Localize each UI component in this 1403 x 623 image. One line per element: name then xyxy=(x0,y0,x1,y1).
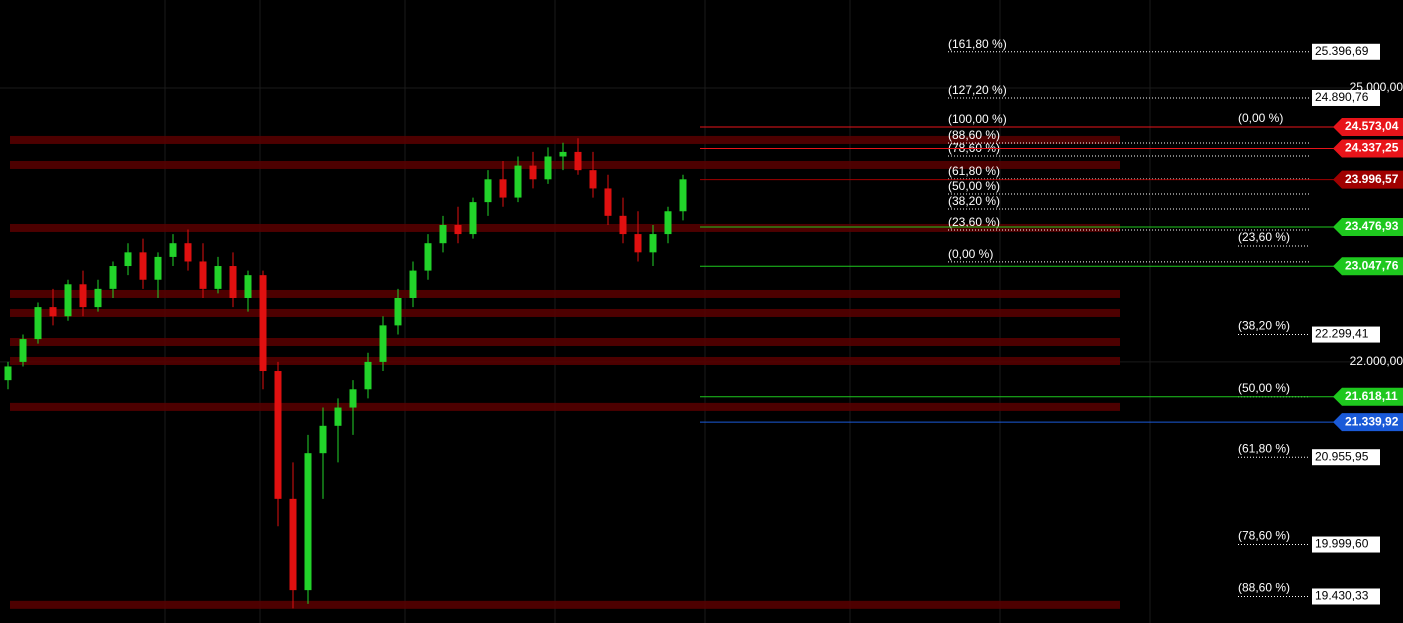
support-zone xyxy=(10,308,1120,317)
candle-body xyxy=(379,325,387,362)
y-tick-label: 22.000,00 xyxy=(1350,354,1403,368)
fib-label: (127,20 %) xyxy=(948,83,1007,97)
candle-body xyxy=(544,156,552,180)
fib-label: (23,60 %) xyxy=(1238,230,1290,244)
candle-body xyxy=(409,270,417,298)
price-box xyxy=(1312,43,1380,60)
price-tag-label: 23.996,57 xyxy=(1345,172,1399,186)
candle-body xyxy=(124,252,132,267)
candle-body xyxy=(304,453,312,591)
candle-body xyxy=(634,234,642,253)
fib-price: 22.299,41 xyxy=(1315,327,1369,341)
price-tag-label: 24.573,04 xyxy=(1345,119,1399,133)
candle-body xyxy=(94,288,102,308)
support-zone xyxy=(10,600,1120,609)
candle-body xyxy=(109,266,117,289)
support-zone xyxy=(10,135,1120,144)
fib-label: (23,60 %) xyxy=(948,215,1000,229)
fib-label: (38,20 %) xyxy=(1238,319,1290,333)
candle-body xyxy=(259,275,267,372)
candle-body xyxy=(664,211,672,235)
fib-label: (61,80 %) xyxy=(1238,441,1290,455)
candle-body xyxy=(529,165,537,180)
price-box xyxy=(1312,588,1380,605)
candle-body xyxy=(589,170,597,189)
candle-body xyxy=(334,407,342,426)
price-box xyxy=(1312,536,1380,553)
candle-body xyxy=(64,284,72,317)
candle-body xyxy=(604,188,612,216)
price-tag-label: 21.339,92 xyxy=(1345,414,1399,428)
candle-body xyxy=(34,307,42,340)
fib-label: (0,00 %) xyxy=(948,247,993,261)
price-tag xyxy=(1333,413,1403,432)
price-tag-label: 23.476,93 xyxy=(1345,219,1399,233)
candle-body xyxy=(394,297,402,326)
fib-price: 24.890,76 xyxy=(1315,90,1369,104)
fib-price: 19.999,60 xyxy=(1315,537,1369,551)
price-box xyxy=(1312,326,1380,343)
candle-body xyxy=(679,179,687,212)
candle-body xyxy=(469,202,477,235)
candle-body xyxy=(244,275,252,298)
support-zone xyxy=(10,337,1120,346)
candle-body xyxy=(619,215,627,235)
support-zone xyxy=(10,402,1120,411)
price-tag xyxy=(1333,257,1403,276)
candle-body xyxy=(169,243,177,257)
price-tag xyxy=(1333,218,1403,237)
fib-label: (78,60 %) xyxy=(1238,529,1290,543)
candle-body xyxy=(439,224,447,244)
fib-label: (61,80 %) xyxy=(948,164,1000,178)
candle-body xyxy=(649,234,657,253)
price-tag-label: 21.618,11 xyxy=(1345,389,1398,403)
candle-body xyxy=(139,252,147,280)
candle-body xyxy=(79,284,87,308)
fib-price: 25.396,69 xyxy=(1315,44,1369,58)
support-zone xyxy=(10,223,1120,232)
fib-price: 19.430,33 xyxy=(1315,589,1369,603)
candle-body xyxy=(229,266,237,298)
support-zone xyxy=(10,356,1120,365)
price-box xyxy=(1312,449,1380,466)
fib-label: (161,80 %) xyxy=(948,37,1007,51)
candle-body xyxy=(274,371,282,499)
fib-label: (0,00 %) xyxy=(1238,111,1283,125)
candle-body xyxy=(499,179,507,198)
candle-body xyxy=(559,151,567,157)
fib-label: (50,00 %) xyxy=(948,179,1000,193)
candle-body xyxy=(214,266,222,289)
fib-label: (50,00 %) xyxy=(1238,381,1290,395)
candle-body xyxy=(199,261,207,289)
candle-body xyxy=(349,389,357,408)
price-tag-label: 23.047,76 xyxy=(1345,258,1399,272)
candle-body xyxy=(574,151,582,171)
price-box xyxy=(1312,89,1380,106)
price-tag xyxy=(1333,170,1403,189)
support-zone xyxy=(10,160,1120,169)
price-tag xyxy=(1333,387,1403,406)
candle-body xyxy=(49,307,57,317)
fib-price: 20.955,95 xyxy=(1315,449,1369,463)
fib-label: (38,20 %) xyxy=(948,194,1000,208)
candle-body xyxy=(364,361,372,390)
fib-label: (100,00 %) xyxy=(948,112,1007,126)
fib-label: (88,60 %) xyxy=(948,128,1000,142)
candle-body xyxy=(514,165,522,198)
candle-body xyxy=(19,339,27,362)
support-zone xyxy=(10,289,1120,298)
candle-body xyxy=(319,425,327,454)
candle-body xyxy=(184,243,192,262)
candle-body xyxy=(424,243,432,271)
price-tag-label: 24.337,25 xyxy=(1345,141,1399,155)
candle-body xyxy=(289,498,297,591)
candle-body xyxy=(484,179,492,203)
candle-body xyxy=(4,366,12,381)
candle-body xyxy=(154,256,162,280)
candle-body xyxy=(454,224,462,235)
price-tag xyxy=(1333,117,1403,136)
price-tag xyxy=(1333,139,1403,158)
fib-label: (88,60 %) xyxy=(1238,581,1290,595)
